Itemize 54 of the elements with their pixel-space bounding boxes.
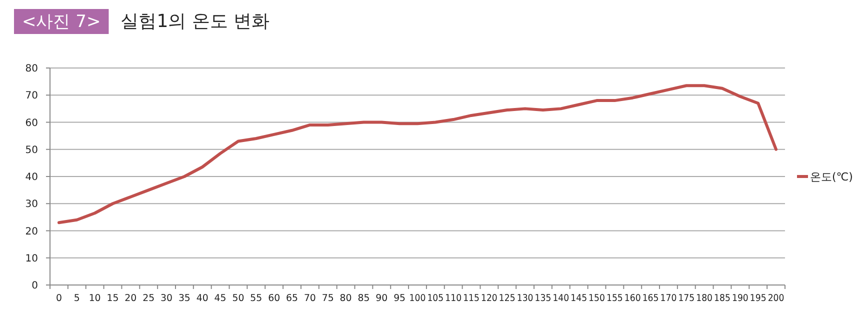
x-tick-label: 90 xyxy=(376,293,388,304)
badge: <사진 7> xyxy=(14,9,109,34)
x-tick-label: 45 xyxy=(214,293,226,304)
x-tick-label: 35 xyxy=(178,293,191,304)
x-tick-label: 85 xyxy=(358,293,370,304)
x-tick-label: 15 xyxy=(106,293,119,304)
line-series xyxy=(57,84,778,224)
y-tick-label: 30 xyxy=(25,199,38,210)
x-tick-label: 20 xyxy=(124,293,137,304)
x-tick-label: 25 xyxy=(142,293,155,304)
x-tick-label: 160 xyxy=(624,293,643,304)
y-tick-label: 40 xyxy=(25,172,38,183)
x-tick-label: 190 xyxy=(732,293,750,304)
x-tick-label: 125 xyxy=(498,293,518,304)
x-tick-label: 195 xyxy=(750,293,768,304)
x-tick-label: 185 xyxy=(714,293,732,304)
y-tick-label: 70 xyxy=(25,90,38,102)
x-tick-label: 80 xyxy=(340,293,352,304)
x-tick-label: 100 xyxy=(409,293,428,304)
x-tick-label: 105 xyxy=(427,293,446,304)
x-tick-label: 110 xyxy=(445,293,464,304)
x-tick-label: 10 xyxy=(88,293,101,304)
x-tick-label: 180 xyxy=(696,293,714,304)
y-tick-label: 0 xyxy=(32,280,38,292)
x-tick-label: 65 xyxy=(286,293,298,304)
x-tick-label: 60 xyxy=(268,293,280,304)
x-tick-label: 120 xyxy=(480,293,500,304)
chart-title: 실험1의 온도 변화 xyxy=(120,11,270,32)
x-tick-label: 170 xyxy=(660,293,678,304)
y-tick-label: 10 xyxy=(25,253,38,264)
x-tick-label: 40 xyxy=(196,293,208,304)
x-tick-label: 175 xyxy=(678,293,696,304)
x-tick-label: 30 xyxy=(160,293,173,304)
x-tick-label: 70 xyxy=(304,293,316,304)
x-tick-label: 200 xyxy=(768,293,786,304)
x-tick-label: 150 xyxy=(588,293,607,304)
x-tick-label: 5 xyxy=(74,293,80,304)
y-tick-label: 60 xyxy=(25,118,38,129)
x-tick-label: 130 xyxy=(516,293,535,304)
legend-label: 온도(℃) xyxy=(810,170,853,184)
x-tick-label: 0 xyxy=(56,293,62,304)
x-tick-label: 135 xyxy=(534,293,553,304)
x-tick-label: 115 xyxy=(463,293,482,304)
x-tick-label: 95 xyxy=(394,293,406,304)
y-tick-label: 80 xyxy=(25,64,38,74)
x-tick-label: 75 xyxy=(322,293,334,304)
x-tick-label: 140 xyxy=(552,293,571,304)
x-tick-label: 165 xyxy=(642,293,660,304)
x-tick-label: 145 xyxy=(570,293,589,304)
y-tick-label: 50 xyxy=(25,144,38,156)
x-tick-label: 50 xyxy=(232,293,244,304)
x-tick-label: 155 xyxy=(606,293,625,304)
x-tick-label: 55 xyxy=(250,293,262,304)
y-tick-label: 20 xyxy=(25,226,38,238)
